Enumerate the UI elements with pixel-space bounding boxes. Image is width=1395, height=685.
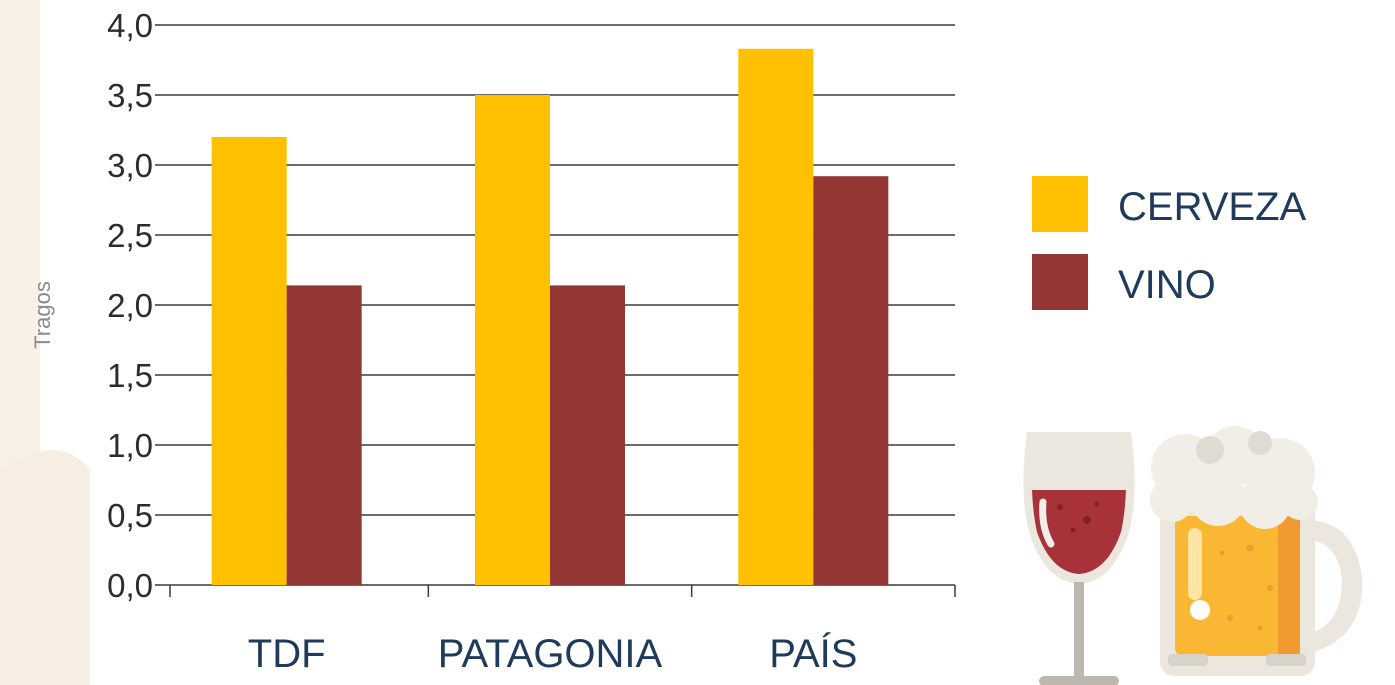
y-tick-label: 3,0 <box>107 147 153 184</box>
y-tick-label: 0,5 <box>107 497 153 534</box>
y-tick-label: 3,5 <box>107 77 153 114</box>
bar-vino-0 <box>286 285 362 585</box>
y-axis-label: Tragos <box>30 281 55 349</box>
bar-cerveza-1 <box>475 95 550 585</box>
x-category-label: PATAGONIA <box>438 632 663 676</box>
legend-swatch-vino <box>1032 254 1088 310</box>
x-category-label: PAÍS <box>769 631 857 676</box>
bar-vino-1 <box>550 285 625 585</box>
bars <box>211 48 889 586</box>
background-decoration <box>0 0 90 685</box>
y-tick-label: 0,0 <box>107 567 153 604</box>
y-axis: 0,0 0,5 1,0 1,5 2,0 2,5 3,0 3,5 4,0 <box>107 7 153 604</box>
y-tick-label: 4,0 <box>107 7 153 44</box>
y-tick-label: 1,5 <box>107 357 153 394</box>
legend-label-cerveza: CERVEZA <box>1118 185 1307 229</box>
legend-label-vino: VINO <box>1118 263 1216 307</box>
bar-cerveza-2 <box>738 48 814 586</box>
legend: CERVEZA VINO <box>1032 176 1307 310</box>
y-tick-label: 2,0 <box>107 287 153 324</box>
x-axis: TDF PATAGONIA PAÍS <box>169 585 956 676</box>
legend-swatch-cerveza <box>1032 176 1088 232</box>
bar-cerveza-0 <box>211 137 287 585</box>
y-tick-label: 2,5 <box>107 217 153 254</box>
wine-glass-icon <box>1023 432 1135 685</box>
y-tick-label: 1,0 <box>107 427 153 464</box>
beer-mug-icon <box>1150 426 1363 676</box>
bar-vino-2 <box>813 176 889 585</box>
x-category-label: TDF <box>248 632 326 676</box>
